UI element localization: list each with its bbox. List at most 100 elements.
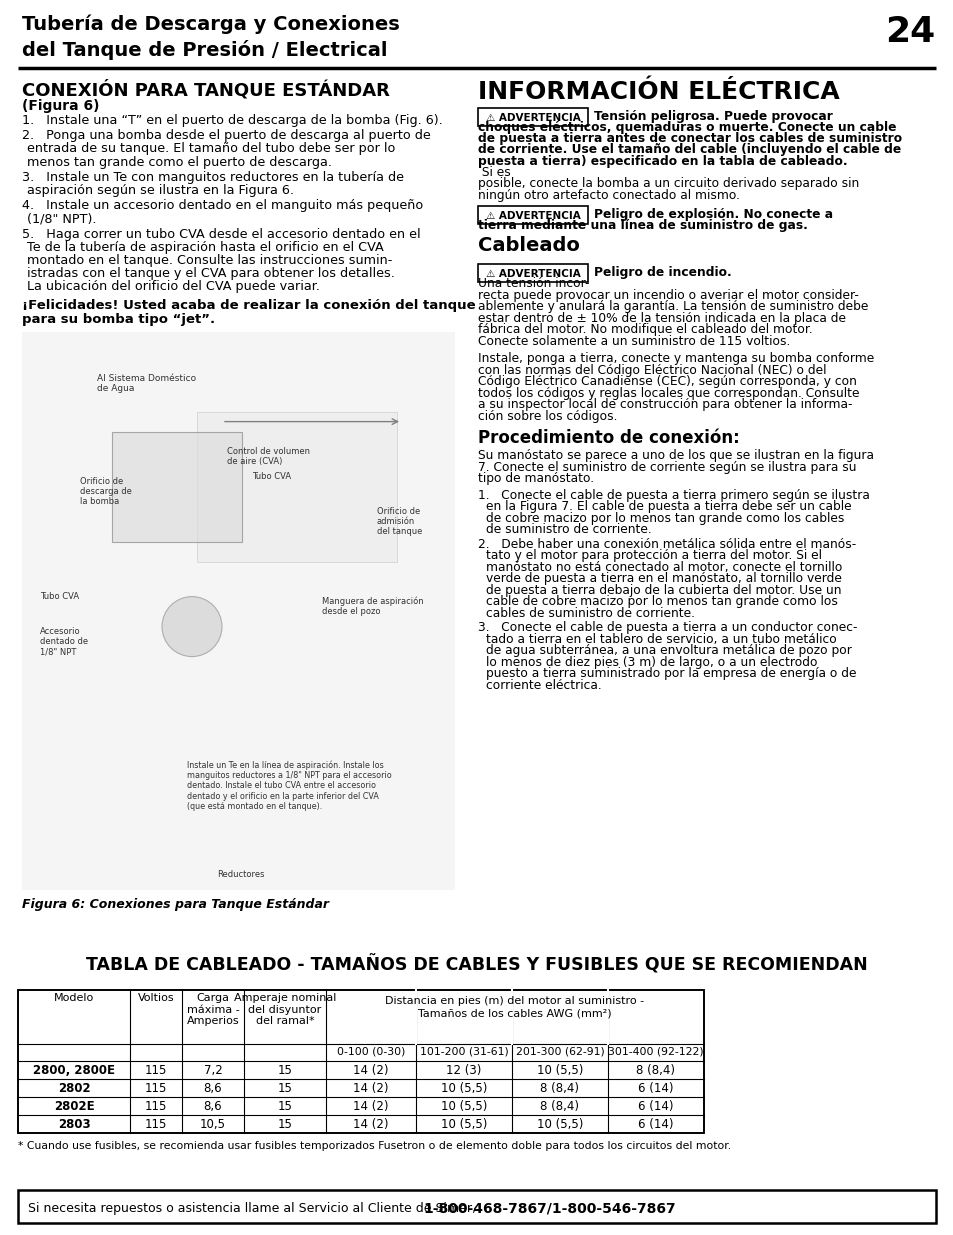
Text: de corriente. Use el tamaño del cable (incluyendo el cable de: de corriente. Use el tamaño del cable (i… (477, 143, 901, 157)
Text: en la Figura 7. El cable de puesta a tierra debe ser un cable: en la Figura 7. El cable de puesta a tie… (485, 500, 851, 513)
Text: 14 (2): 14 (2) (353, 1118, 388, 1131)
Text: istradas con el tanque y el CVA para obtener los detalles.: istradas con el tanque y el CVA para obt… (27, 267, 395, 280)
Text: 0-100 (0-30): 0-100 (0-30) (336, 1046, 405, 1056)
Text: * Cuando use fusibles, se recomienda usar fusibles temporizados Fusetron o de el: * Cuando use fusibles, se recomienda usa… (18, 1141, 730, 1151)
Text: Tubo CVA: Tubo CVA (252, 472, 291, 480)
Text: TABLA DE CABLEADO - TAMAÑOS DE CABLES Y FUSIBLES QUE SE RECOMIENDAN: TABLA DE CABLEADO - TAMAÑOS DE CABLES Y … (86, 955, 867, 974)
Text: de puesta a tierra antes de conectar los cables de suministro: de puesta a tierra antes de conectar los… (477, 132, 902, 144)
Text: de agua subterránea, a una envoltura metálica de pozo por: de agua subterránea, a una envoltura met… (485, 643, 851, 657)
Text: 14 (2): 14 (2) (353, 1065, 388, 1077)
Bar (196, 411, 396, 562)
Text: Control de volumen
de aire (CVA): Control de volumen de aire (CVA) (227, 447, 310, 466)
Text: montado en el tanque. Consulte las instrucciones sumin-: montado en el tanque. Consulte las instr… (27, 254, 392, 267)
Bar (477, 264, 587, 282)
Text: Tubería de Descarga y Conexiones: Tubería de Descarga y Conexiones (22, 15, 399, 35)
Text: 4.   Instale un accesorio dentado en el manguito más pequeño: 4. Instale un accesorio dentado en el ma… (22, 199, 423, 212)
Text: 10 (5,5): 10 (5,5) (440, 1118, 487, 1131)
Text: 8,6: 8,6 (204, 1100, 222, 1113)
Text: ⚠ ADVERTENCIA: ⚠ ADVERTENCIA (485, 112, 579, 124)
Text: 2.   Debe haber una conexión metálica sólida entre el manós-: 2. Debe haber una conexión metálica sóli… (477, 537, 856, 551)
Text: recta puede provocar un incendio o averiar el motor consider-: recta puede provocar un incendio o averi… (477, 289, 858, 301)
Text: 1.   Conecte el cable de puesta a tierra primero según se ilustra: 1. Conecte el cable de puesta a tierra p… (477, 489, 869, 501)
Text: 8 (8,4): 8 (8,4) (540, 1082, 578, 1095)
Bar (18, 990, 703, 1132)
Text: tipo de manóstato.: tipo de manóstato. (477, 472, 594, 485)
Text: CONEXIÓN PARA TANQUE ESTÁNDAR: CONEXIÓN PARA TANQUE ESTÁNDAR (22, 80, 390, 100)
Text: menos tan grande como el puerto de descarga.: menos tan grande como el puerto de desca… (27, 156, 332, 169)
Text: Su manóstato se parece a uno de los que se ilustran en la figura: Su manóstato se parece a uno de los que … (477, 450, 873, 462)
Text: Peligro de explosión. No conecte a: Peligro de explosión. No conecte a (594, 207, 832, 221)
Text: 115: 115 (145, 1118, 167, 1131)
Text: 6 (14): 6 (14) (638, 1118, 673, 1131)
Text: con las normas del Código Eléctrico Nacional (NEC) o del: con las normas del Código Eléctrico Naci… (477, 363, 825, 377)
Text: La ubicación del orificio del CVA puede variar.: La ubicación del orificio del CVA puede … (27, 280, 319, 294)
Text: tato y el motor para protección a tierra del motor. Si el: tato y el motor para protección a tierra… (485, 550, 821, 562)
Text: Reductores: Reductores (216, 869, 264, 879)
Text: Peligro de incendio.: Peligro de incendio. (594, 266, 731, 279)
Text: 14 (2): 14 (2) (353, 1100, 388, 1113)
Text: Instale, ponga a tierra, conecte y mantenga su bomba conforme: Instale, ponga a tierra, conecte y mante… (477, 352, 873, 366)
Text: Te de la tubería de aspiración hasta el orificio en el CVA: Te de la tubería de aspiración hasta el … (27, 241, 383, 254)
Text: 15: 15 (277, 1118, 293, 1131)
Text: del Tanque de Presión / Electrical: del Tanque de Presión / Electrical (22, 40, 387, 61)
Text: Al Sistema Doméstico
de Agua: Al Sistema Doméstico de Agua (97, 374, 196, 393)
Text: ción sobre los códigos.: ción sobre los códigos. (477, 410, 617, 422)
Text: 12 (3): 12 (3) (446, 1065, 481, 1077)
Text: 201-300 (62-91): 201-300 (62-91) (515, 1046, 604, 1056)
Text: de suministro de corriente.: de suministro de corriente. (485, 522, 651, 536)
Text: manóstato no está conectado al motor, conecte el tornillo: manóstato no está conectado al motor, co… (485, 561, 841, 573)
Text: ⚠ ADVERTENCIA: ⚠ ADVERTENCIA (485, 211, 579, 221)
Text: 10 (5,5): 10 (5,5) (440, 1100, 487, 1113)
Text: cable de cobre macizo por lo menos tan grande como los: cable de cobre macizo por lo menos tan g… (485, 595, 837, 608)
Text: 2802: 2802 (57, 1082, 91, 1095)
Text: de puesta a tierra debajo de la cubierta del motor. Use un: de puesta a tierra debajo de la cubierta… (485, 583, 841, 597)
Text: Orificio de
admisión
del tanque: Orificio de admisión del tanque (376, 506, 422, 536)
Text: puesta a tierra) especificado en la tabla de cableado.: puesta a tierra) especificado en la tabl… (477, 154, 846, 168)
Text: de cobre macizo por lo menos tan grande como los cables: de cobre macizo por lo menos tan grande … (485, 511, 843, 525)
Bar (112, 431, 242, 542)
Text: 101-200 (31-61): 101-200 (31-61) (419, 1046, 508, 1056)
Text: 2802E: 2802E (53, 1100, 94, 1113)
Text: Código Eléctrico Canadiense (CEC), según corresponda, y con: Código Eléctrico Canadiense (CEC), según… (477, 375, 856, 388)
Text: 8,6: 8,6 (204, 1082, 222, 1095)
Text: 2803: 2803 (57, 1118, 91, 1131)
Text: corriente eléctrica.: corriente eléctrica. (485, 678, 601, 692)
Text: aspiración según se ilustra en la Figura 6.: aspiración según se ilustra en la Figura… (27, 184, 294, 198)
Bar (477, 206, 587, 224)
Text: todos los códigos y reglas locales que correspondan. Consulte: todos los códigos y reglas locales que c… (477, 387, 859, 399)
Text: Si es: Si es (477, 165, 510, 179)
Text: 2800, 2800E: 2800, 2800E (33, 1065, 115, 1077)
Text: Una tensión incor-: Una tensión incor- (477, 277, 589, 290)
Text: Figura 6: Conexiones para Tanque Estándar: Figura 6: Conexiones para Tanque Estánda… (22, 898, 329, 911)
Text: 1-800-468-7867/1-800-546-7867: 1-800-468-7867/1-800-546-7867 (422, 1202, 675, 1215)
Text: Manguera de aspiración
desde el pozo: Manguera de aspiración desde el pozo (322, 597, 423, 616)
Text: ¡Felicidades! Usted acaba de realizar la conexión del tanque: ¡Felicidades! Usted acaba de realizar la… (22, 299, 476, 311)
Text: 7. Conecte el suministro de corriente según se ilustra para su: 7. Conecte el suministro de corriente se… (477, 461, 856, 473)
Text: verde de puesta a tierra en el manóstato, al tornillo verde: verde de puesta a tierra en el manóstato… (485, 572, 841, 585)
Text: ⚠ ADVERTENCIA: ⚠ ADVERTENCIA (485, 269, 579, 279)
Text: Tamaños de los cables AWG (mm²): Tamaños de los cables AWG (mm²) (417, 1008, 611, 1018)
Text: INFORMACIÓN ELÉCTRICA: INFORMACIÓN ELÉCTRICA (477, 80, 839, 104)
Text: choques eléctricos, quemaduras o muerte. Conecte un cable: choques eléctricos, quemaduras o muerte.… (477, 121, 896, 133)
Text: 24: 24 (883, 15, 934, 49)
Text: 8 (8,4): 8 (8,4) (636, 1065, 675, 1077)
Text: 8 (8,4): 8 (8,4) (540, 1100, 578, 1113)
Text: Conecte solamente a un suministro de 115 voltios.: Conecte solamente a un suministro de 115… (477, 335, 789, 347)
Text: 6 (14): 6 (14) (638, 1082, 673, 1095)
Text: Si necesita repuestos o asistencia llame al Servicio al Cliente de Simer,: Si necesita repuestos o asistencia llame… (28, 1202, 479, 1215)
Text: 115: 115 (145, 1082, 167, 1095)
Text: a su inspector local de construcción para obtener la informa-: a su inspector local de construcción par… (477, 398, 852, 411)
Text: cables de suministro de corriente.: cables de suministro de corriente. (485, 606, 695, 620)
Text: ablemente y anulará la garantía. La tensión de suministro debe: ablemente y anulará la garantía. La tens… (477, 300, 867, 312)
Text: Instale un Te en la línea de aspiración. Instale los
manguitos reductores a 1/8": Instale un Te en la línea de aspiración.… (187, 760, 392, 811)
Text: 5.   Haga correr un tubo CVA desde el accesorio dentado en el: 5. Haga correr un tubo CVA desde el acce… (22, 227, 420, 241)
Text: 15: 15 (277, 1065, 293, 1077)
Text: tierra mediante una línea de suministro de gas.: tierra mediante una línea de suministro … (477, 219, 807, 232)
Text: Tensión peligrosa. Puede provocar: Tensión peligrosa. Puede provocar (594, 110, 832, 124)
Text: Amperaje nominal
del disyuntor
del ramal*: Amperaje nominal del disyuntor del ramal… (233, 993, 335, 1026)
Text: 14 (2): 14 (2) (353, 1082, 388, 1095)
Bar (18, 990, 703, 1132)
Text: 1.   Instale una “T” en el puerto de descarga de la bomba (Fig. 6).: 1. Instale una “T” en el puerto de desca… (22, 114, 442, 127)
Text: 15: 15 (277, 1082, 293, 1095)
Text: 301-400 (92-122): 301-400 (92-122) (608, 1046, 703, 1056)
